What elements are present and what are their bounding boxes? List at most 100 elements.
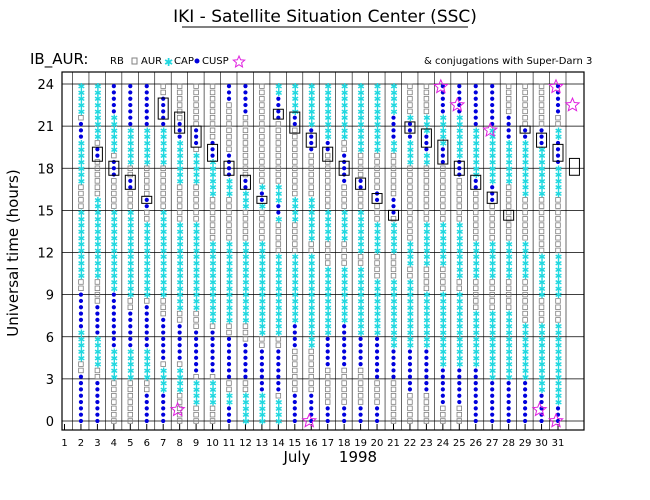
cap-point: ✱: [259, 310, 267, 320]
cap-point: ✱: [242, 278, 250, 288]
cusp-point: [259, 349, 264, 354]
aur-point: [440, 165, 446, 171]
aur-point: [489, 291, 495, 298]
aur-point: [407, 108, 413, 115]
cap-point: ✱: [259, 392, 267, 402]
cusp-point: [424, 355, 429, 360]
aur-point: [357, 374, 364, 380]
cap-point: ✱: [308, 89, 316, 99]
cap-point: ✱: [275, 260, 283, 270]
panel-label: IB_AUR:: [30, 50, 88, 69]
cusp-point: [407, 134, 413, 139]
cap-point: ✱: [176, 146, 184, 156]
cap-point: ✱: [505, 266, 513, 276]
aur-point: [357, 152, 364, 159]
cap-point: ✱: [472, 253, 480, 263]
y-tick-label: 24: [37, 78, 54, 93]
cap-point: ✱: [94, 228, 102, 238]
cap-point: ✱: [440, 291, 448, 301]
x-tick-label: 16: [305, 438, 318, 449]
cap-point: ✱: [275, 316, 283, 326]
aur-point: [176, 209, 183, 216]
cusp-point: [161, 418, 166, 424]
cap-point: ✱: [505, 354, 513, 364]
cap-point: ✱: [127, 266, 135, 276]
aur-point: [341, 374, 347, 380]
cap-point: ✱: [407, 310, 415, 320]
aur-point: [111, 184, 117, 190]
cap-point: ✱: [308, 222, 316, 232]
aur-point: [374, 399, 380, 405]
cusp-point: [111, 298, 116, 304]
aur-point: [423, 102, 430, 108]
cap-point: ✱: [472, 354, 480, 364]
cap-point: ✱: [324, 272, 332, 282]
cap-point: ✱: [209, 285, 217, 295]
cap-point: ✱: [324, 285, 332, 295]
cap-point: ✱: [374, 304, 382, 314]
cap-point: ✱: [456, 121, 464, 131]
cap-point: ✱: [390, 228, 398, 238]
aur-point: [94, 178, 101, 184]
cusp-point: [177, 324, 182, 329]
cap-point: ✱: [407, 253, 415, 263]
cap-point: ✱: [423, 222, 431, 232]
cap-point: ✱: [78, 222, 86, 232]
aur-point: [407, 216, 413, 222]
aur-point: [193, 418, 199, 424]
aur-point: [78, 197, 84, 203]
cap-point: ✱: [489, 329, 497, 339]
cap-point: ✱: [242, 405, 250, 415]
aur-point: [456, 279, 462, 285]
aur-point: [440, 411, 446, 418]
cusp-point: [161, 109, 166, 114]
cusp-point: [358, 362, 363, 367]
aur-point: [357, 197, 364, 203]
cap-point: ✱: [176, 222, 184, 232]
cusp-point: [111, 102, 116, 108]
cusp-point: [144, 204, 149, 209]
aur-point: [176, 197, 183, 203]
cap-point: ✱: [472, 342, 480, 352]
aur-point: [522, 228, 528, 235]
aur-point: [374, 184, 380, 190]
cusp-point: [128, 343, 133, 348]
cap-point: ✱: [111, 146, 119, 156]
cap-point: ✱: [275, 411, 283, 421]
cap-point: ✱: [456, 361, 464, 371]
cusp-point: [523, 387, 528, 392]
aur-point: [308, 361, 314, 367]
aur-point: [308, 374, 314, 380]
cap-point: ✱: [259, 399, 267, 409]
cap-point: ✱: [176, 158, 184, 168]
aur-point: [226, 329, 232, 336]
cap-point: ✱: [127, 228, 135, 238]
cap-point: ✱: [127, 373, 135, 383]
aur-point: [176, 393, 183, 399]
aur-point: [259, 96, 265, 102]
aur-point: [193, 102, 199, 108]
x-tick-label: 25: [453, 438, 466, 449]
cusp-point: [342, 343, 347, 348]
cusp-point: [407, 362, 413, 367]
cap-point: ✱: [357, 316, 365, 326]
cap-point: ✱: [390, 335, 398, 345]
aur-point: [242, 133, 249, 140]
cap-point: ✱: [275, 278, 283, 288]
cusp-point: [210, 362, 215, 367]
cap-point: ✱: [308, 329, 316, 339]
cap-point: ✱: [127, 247, 135, 257]
cap-point: ✱: [456, 335, 464, 345]
cusp-point: [144, 121, 149, 127]
cusp-point: [374, 349, 380, 354]
cusp-point: [490, 399, 495, 405]
cusp-point: [161, 96, 166, 101]
cusp-point: [523, 134, 528, 139]
cap-point: ✱: [341, 95, 349, 105]
cap-point: ✱: [489, 310, 497, 320]
cusp-point: [161, 330, 166, 335]
cusp-point: [342, 418, 347, 424]
cap-point: ✱: [374, 108, 382, 118]
aur-point: [324, 197, 331, 203]
cap-point: ✱: [522, 190, 530, 200]
